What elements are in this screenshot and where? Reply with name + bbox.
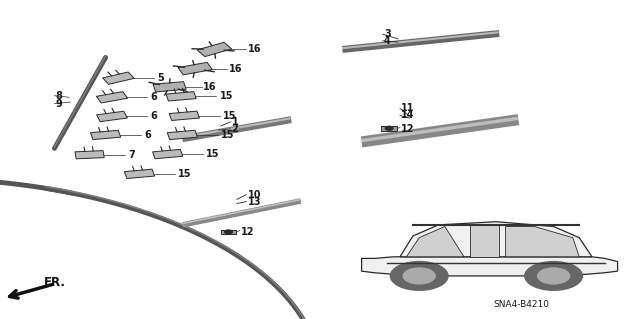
Polygon shape xyxy=(221,230,236,234)
Text: 6: 6 xyxy=(150,92,157,102)
Polygon shape xyxy=(166,92,196,101)
Circle shape xyxy=(525,262,582,290)
Polygon shape xyxy=(169,111,200,121)
Polygon shape xyxy=(124,169,155,179)
Text: 15: 15 xyxy=(220,91,233,101)
Text: 16: 16 xyxy=(203,82,216,92)
Circle shape xyxy=(390,262,448,290)
Polygon shape xyxy=(152,149,183,159)
Text: 6: 6 xyxy=(144,130,151,140)
Text: 15: 15 xyxy=(178,169,191,179)
Polygon shape xyxy=(400,222,592,257)
Polygon shape xyxy=(90,130,121,140)
Text: 5: 5 xyxy=(157,73,164,83)
Text: 10: 10 xyxy=(248,189,261,200)
Text: 6: 6 xyxy=(150,111,157,122)
Text: 2: 2 xyxy=(232,124,239,134)
Circle shape xyxy=(403,268,435,284)
Polygon shape xyxy=(97,111,127,122)
Circle shape xyxy=(538,268,570,284)
Circle shape xyxy=(385,126,393,130)
Text: 3: 3 xyxy=(384,29,391,39)
Text: 9: 9 xyxy=(56,99,63,109)
Polygon shape xyxy=(362,257,618,276)
Text: FR.: FR. xyxy=(44,276,65,289)
Polygon shape xyxy=(153,82,186,92)
Polygon shape xyxy=(75,151,104,159)
Text: 15: 15 xyxy=(223,111,236,121)
Text: 16: 16 xyxy=(248,44,261,55)
Polygon shape xyxy=(178,62,212,75)
Polygon shape xyxy=(470,225,499,257)
Polygon shape xyxy=(381,126,397,130)
Polygon shape xyxy=(506,226,579,257)
Text: 16: 16 xyxy=(228,63,242,74)
Polygon shape xyxy=(406,226,464,257)
Text: 4: 4 xyxy=(384,36,391,46)
Polygon shape xyxy=(197,42,232,57)
Text: SNA4-B4210: SNA4-B4210 xyxy=(493,300,550,309)
Text: 13: 13 xyxy=(248,197,261,207)
Text: 11: 11 xyxy=(401,103,415,114)
Text: 12: 12 xyxy=(401,124,415,134)
Text: 1: 1 xyxy=(232,117,239,127)
Circle shape xyxy=(225,230,232,234)
Text: 12: 12 xyxy=(241,227,255,237)
Text: 8: 8 xyxy=(56,91,63,101)
Text: 7: 7 xyxy=(128,150,135,160)
Text: 15: 15 xyxy=(221,130,234,140)
Polygon shape xyxy=(102,72,134,84)
Text: 14: 14 xyxy=(401,110,415,121)
Polygon shape xyxy=(97,92,127,103)
Polygon shape xyxy=(167,130,198,140)
Text: 15: 15 xyxy=(206,149,220,159)
